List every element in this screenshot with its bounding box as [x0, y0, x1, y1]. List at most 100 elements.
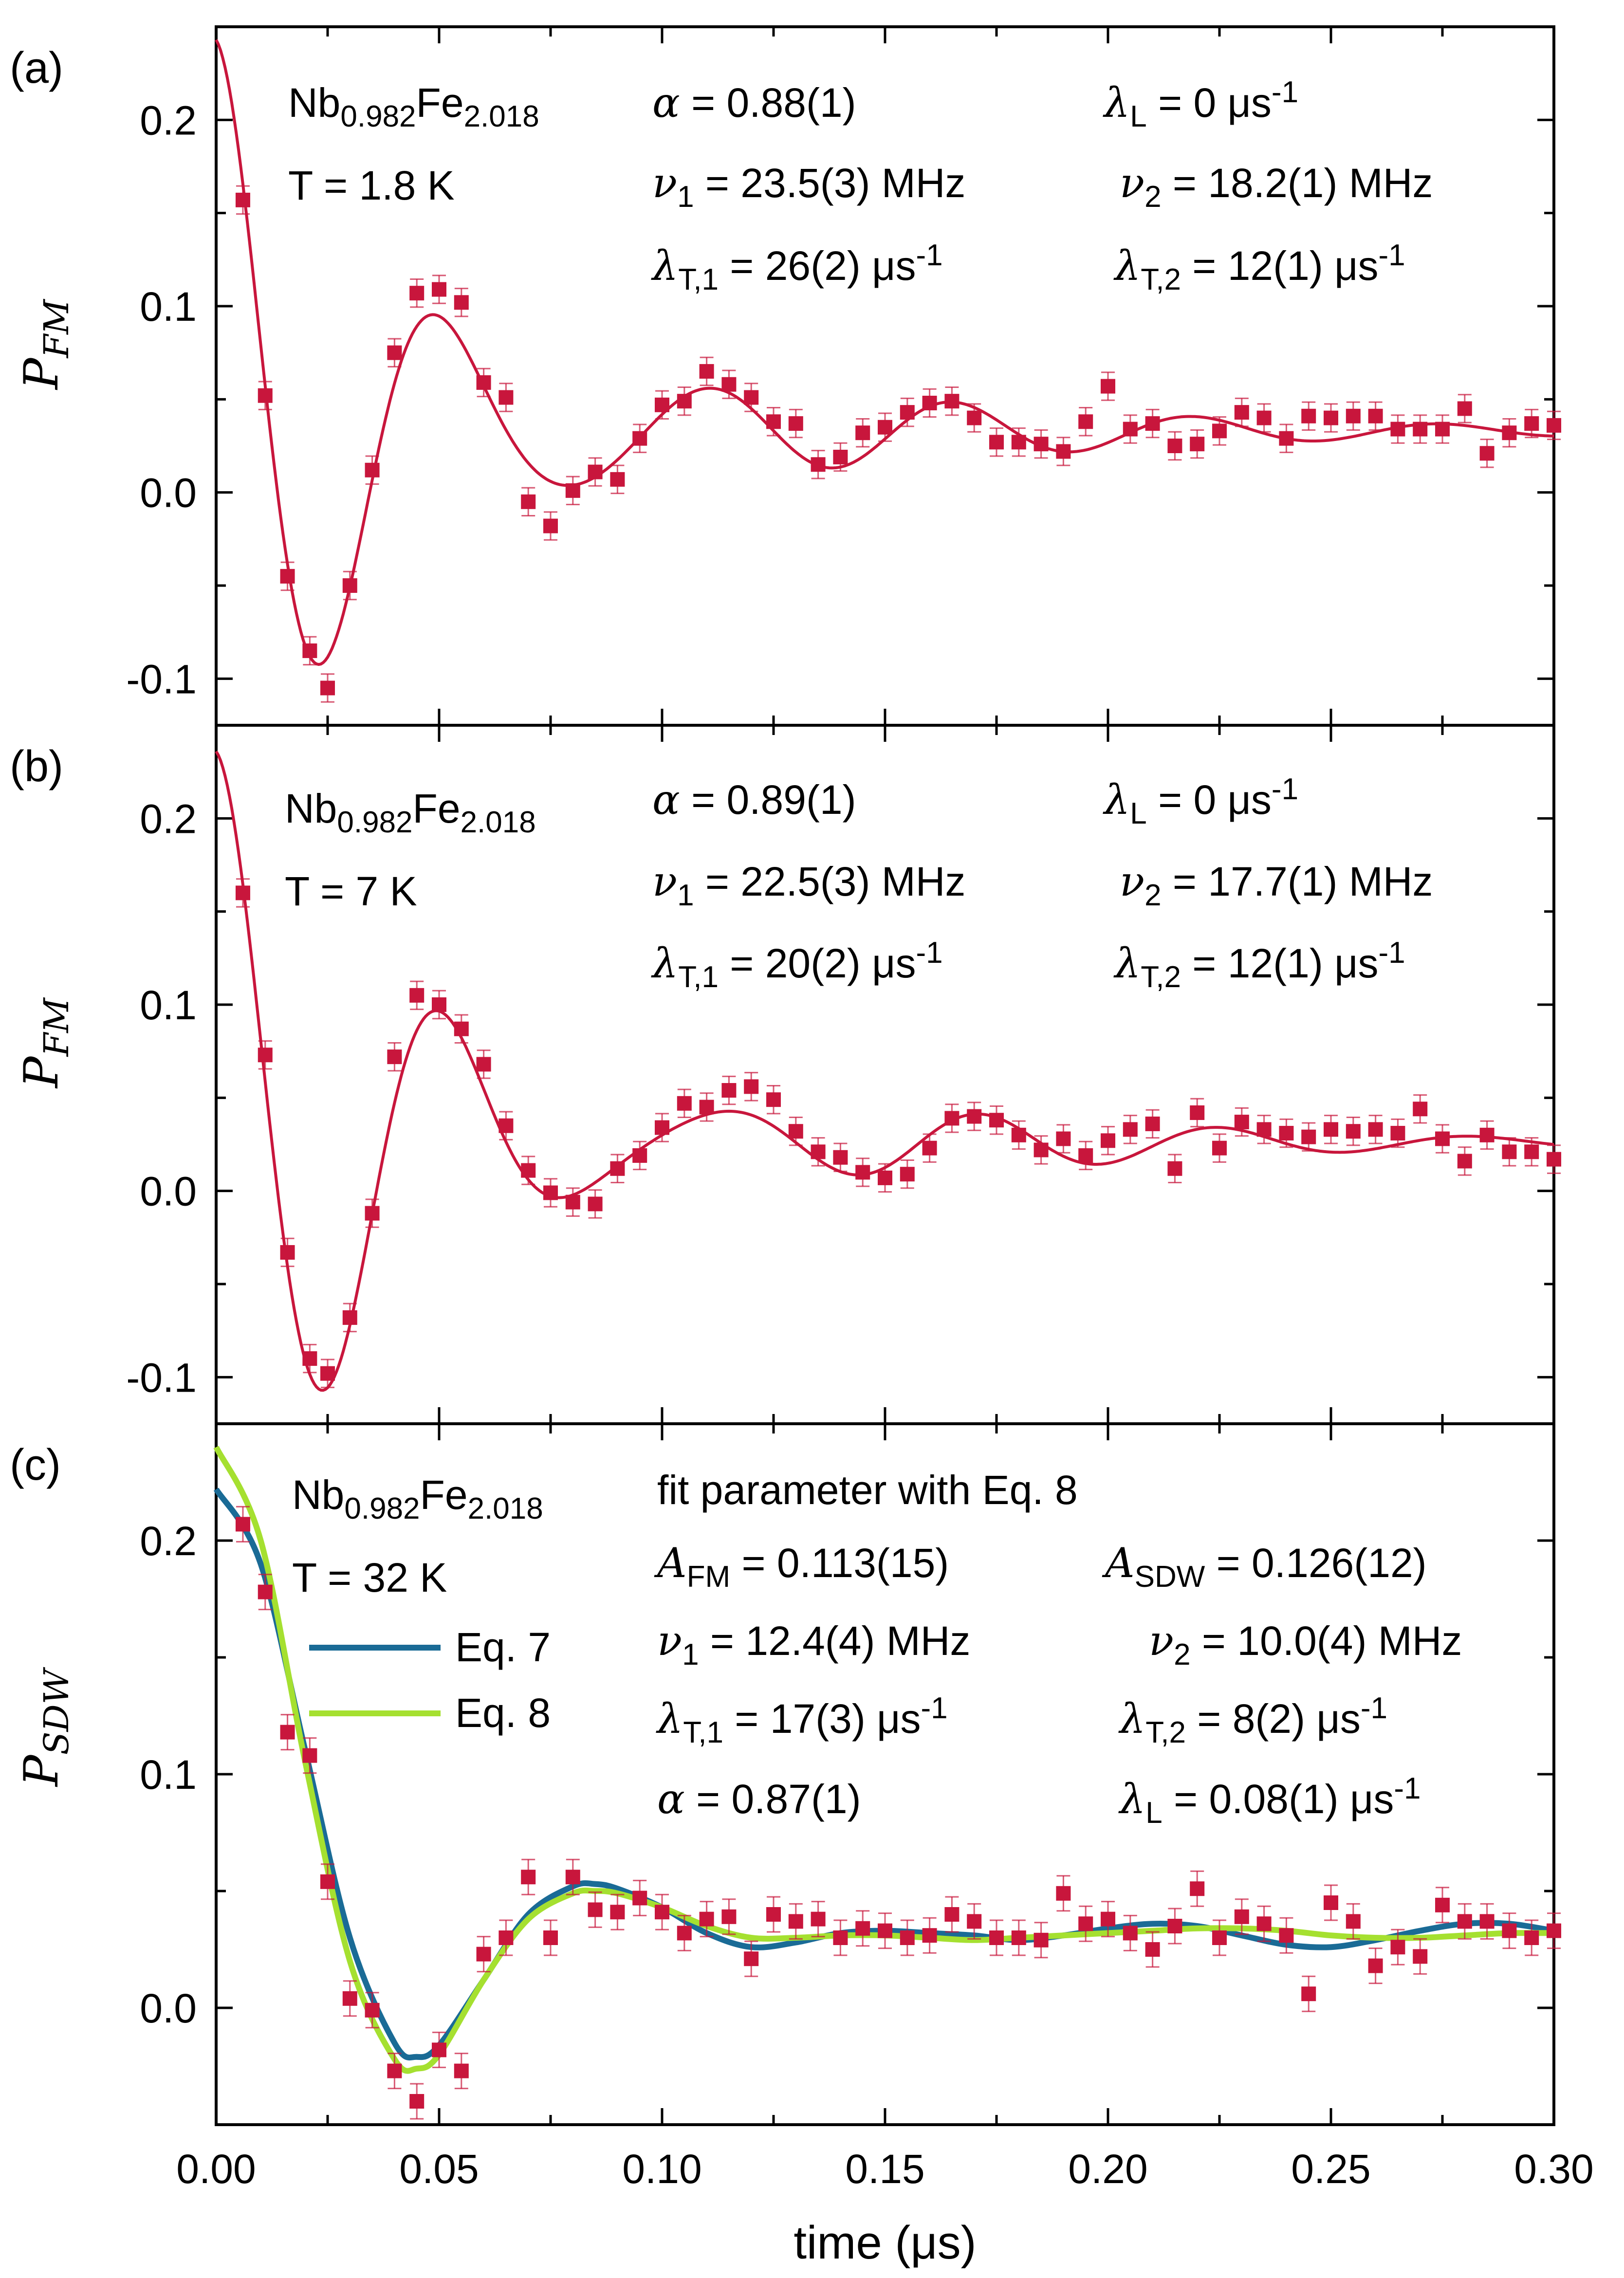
panel-c-marker — [744, 1951, 759, 1966]
panel-b-marker — [432, 997, 446, 1012]
panel-b-marker — [855, 1165, 870, 1180]
panel-b-data-point — [1190, 1098, 1205, 1128]
panel-b-data-point — [1101, 1126, 1115, 1156]
panel-b-marker — [1390, 1126, 1405, 1141]
x-axis-label: time (μs) — [794, 2217, 976, 2269]
panel-b-marker — [565, 1194, 580, 1210]
panel-c-data-point — [1346, 1903, 1361, 1940]
panel-c-header: fit parameter with Eq. 8 — [657, 1467, 1078, 1513]
panel-a-data-point — [610, 464, 625, 495]
panel-b-ytick-label: 0.1 — [140, 982, 197, 1028]
panel-a-data-point — [1145, 408, 1160, 439]
panel-a-data-point — [1011, 427, 1026, 457]
panel-a-marker — [900, 405, 915, 420]
panel-a-data-point — [1167, 431, 1182, 461]
panel-a-marker — [788, 416, 803, 431]
panel-c-data-point — [342, 1980, 357, 2017]
panel-a-data-point — [1056, 437, 1071, 466]
panel-b-marker — [258, 1047, 273, 1063]
panel-c-marker — [1145, 1942, 1160, 1957]
panel-c-data-point — [302, 1737, 317, 1774]
panel-c-marker — [498, 1930, 514, 1945]
panel-c-ticks — [215, 1422, 1555, 2126]
panel-b-data-point — [1011, 1120, 1026, 1150]
panel-c-marker — [235, 1517, 250, 1532]
panel-b-lambda-t1: λT,1 = 20(2) μs-1 — [651, 936, 943, 994]
panel-a-compound: Nb0.982Fe2.018 — [288, 80, 539, 133]
panel-c-marker — [588, 1902, 603, 1917]
panel-c-data-point — [565, 1858, 580, 1895]
panel-b-data-point — [1502, 1137, 1517, 1167]
panel-b-ticks — [215, 724, 1555, 1424]
panel-a-ytick-label: 0.2 — [140, 97, 197, 143]
panel-a-data-point — [922, 388, 937, 418]
panel-a-data-point — [721, 369, 737, 399]
panel-a-marker — [1167, 439, 1182, 453]
panel-c-data-point — [989, 1919, 1004, 1956]
panel-b-marker — [900, 1167, 915, 1182]
panel-a-ytick-label: 0.1 — [140, 284, 197, 330]
panel-c-data-point — [811, 1901, 826, 1938]
panel-a-marker — [1390, 422, 1405, 437]
panel-b-marker — [744, 1079, 759, 1094]
panel-a-data-point — [476, 367, 491, 398]
panel-a-data-point — [1123, 414, 1138, 444]
panel-c-marker — [944, 1907, 960, 1922]
panel-b-data-point — [1078, 1140, 1093, 1171]
panel-a-data-point — [1101, 371, 1115, 401]
panel-c-marker — [1346, 1914, 1361, 1929]
panel-c-marker — [1123, 1926, 1138, 1941]
panel-b-ylabel: PFM — [14, 997, 76, 1089]
panel-a-data-point — [1390, 414, 1405, 444]
panel-c-data-point — [1123, 1914, 1138, 1951]
panel-b-ylabel-main: P — [14, 1056, 69, 1089]
panel-a-data-point — [1256, 403, 1272, 433]
panel-a-data-point — [1301, 401, 1316, 431]
panel-b-lambda-l: λL = 0 μs-1 — [1103, 772, 1298, 830]
legend: Eq. 7 Eq. 8 — [309, 1624, 551, 1736]
panel-b-marker — [1033, 1142, 1049, 1157]
panel-c-xtick-labels: 0.00 0.05 0.10 0.15 0.20 0.25 0.30 — [176, 2146, 1594, 2192]
panel-b-marker — [521, 1163, 536, 1178]
panel-a-marker — [476, 375, 491, 390]
panel-a-data-point — [1479, 439, 1495, 468]
panel-a-lambda-t1: λT,1 = 26(2) μs-1 — [651, 239, 943, 296]
panel-c-marker — [833, 1930, 848, 1945]
panel-a-marker — [235, 192, 250, 207]
panel-c-marker — [766, 1907, 781, 1922]
panel-c-marker — [811, 1911, 826, 1927]
panel-c-data-point — [409, 2083, 424, 2120]
panel-b-data-point — [1145, 1109, 1160, 1139]
panel-a-data-point — [1279, 423, 1294, 453]
panel-a-ytick-label: 0.0 — [140, 470, 197, 516]
panel-b-data-point — [521, 1156, 536, 1185]
panel-a-data-point — [766, 407, 781, 437]
panel-b-fit-curve — [215, 751, 1554, 1392]
panel-b-points — [235, 878, 1561, 1388]
panel-c-data-point — [432, 2031, 446, 2068]
panel-a-marker — [454, 295, 469, 310]
panel-a-marker — [1324, 410, 1338, 425]
panel-c-data-point — [1479, 1903, 1495, 1940]
xtick-label: 0.20 — [1068, 2146, 1148, 2192]
panel-b-data-point — [1547, 1144, 1561, 1174]
panel-c-tag: (c) — [10, 1441, 61, 1489]
panel-c-data-point — [365, 1992, 380, 2029]
panel-a-data-point — [744, 383, 759, 412]
panel-b-marker — [476, 1057, 491, 1072]
panel-b-marker — [766, 1092, 781, 1107]
panel-a-data-point — [320, 673, 335, 703]
panel-b-data-point — [1123, 1115, 1138, 1144]
panel-a-marker — [1279, 431, 1294, 446]
panel-c-marker — [320, 1874, 335, 1889]
panel-a-nu1: ν1 = 23.5(3) MHz — [652, 159, 965, 214]
panel-c-marker — [632, 1891, 647, 1906]
panel-c-data-point — [922, 1917, 937, 1954]
panel-b-marker — [967, 1109, 982, 1124]
panel-c-marker — [655, 1905, 669, 1920]
panel-b-data-point — [342, 1303, 357, 1333]
panel-c-marker — [1167, 1919, 1182, 1933]
panel-c-data-point — [1056, 1875, 1071, 1912]
panel-c-data-point — [1167, 1908, 1182, 1945]
panel-b-data-point — [588, 1189, 603, 1219]
